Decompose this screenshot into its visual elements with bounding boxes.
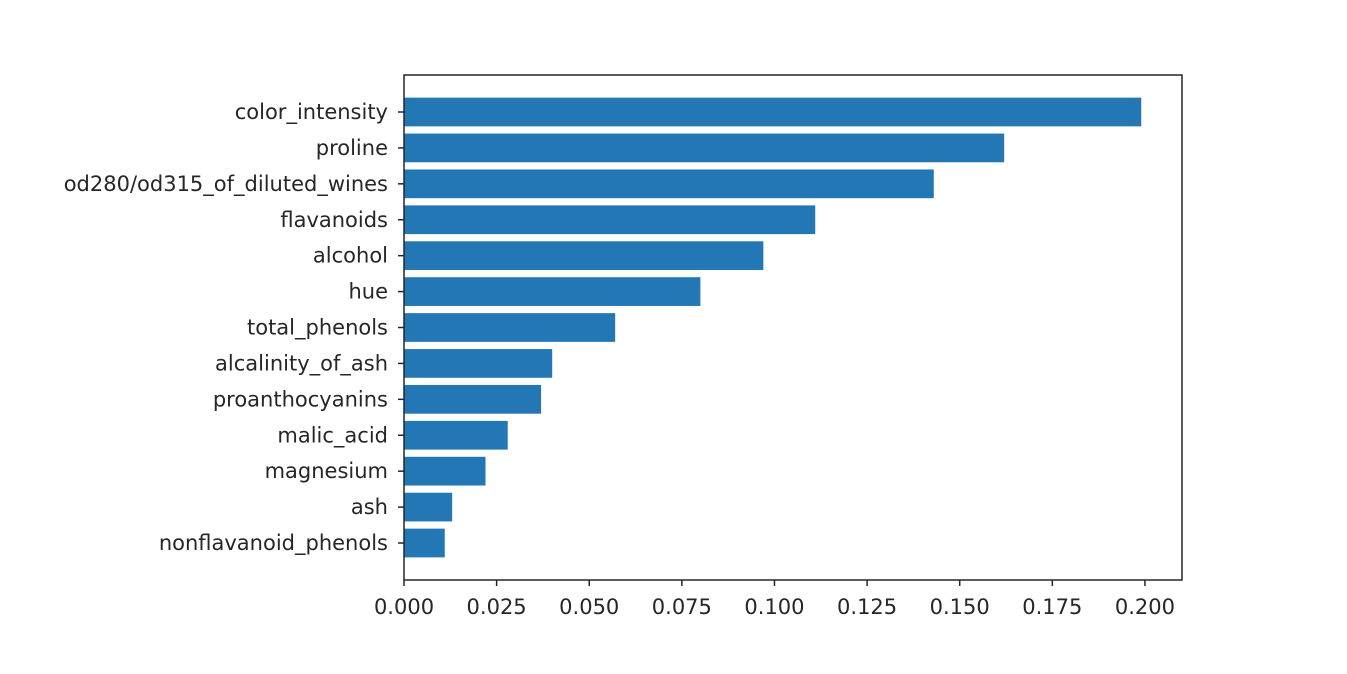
bar-hue: [404, 277, 701, 306]
x-tick-labels: 0.000 0.025 0.050 0.075 0.100 0.125 0.150 0.175…: [374, 595, 1175, 619]
y-tick-label: od280/od315_of_diluted_wines: [64, 172, 388, 197]
x-tick-label: 0.050: [559, 595, 619, 619]
y-tick-label: hue: [348, 280, 388, 304]
y-tick-label: malic_acid: [277, 423, 388, 448]
y-tick-label: flavanoids: [280, 208, 388, 232]
y-tick-label: magnesium: [265, 459, 388, 483]
y-tick-label: ash: [351, 495, 388, 519]
y-tick-label: proline: [316, 136, 388, 160]
bar-proline: [404, 133, 1005, 163]
bar-alcohol: [404, 241, 764, 271]
x-tick-label: 0.175: [1022, 595, 1082, 619]
y-tick-label: alcalinity_of_ash: [215, 351, 388, 376]
x-tick-label: 0.150: [930, 595, 990, 619]
bar-magnesium: [404, 456, 486, 486]
x-tick-label: 0.075: [652, 595, 712, 619]
y-tick-label: total_phenols: [247, 316, 388, 341]
bars-group: [404, 97, 1142, 558]
bar-flavanoids: [404, 205, 816, 235]
bar-nonflavanoid-phenols: [404, 528, 445, 558]
bar-total-phenols: [404, 313, 616, 342]
tick-marks: [398, 111, 1146, 586]
x-tick-label: 0.200: [1115, 595, 1175, 619]
x-tick-label: 0.025: [467, 595, 527, 619]
bar-malic-acid: [404, 420, 508, 450]
y-tick-label: nonflavanoid_phenols: [159, 531, 388, 556]
y-tick-label: color_intensity: [235, 100, 388, 125]
x-tick-label: 0.100: [744, 595, 804, 619]
bar-proanthocyanins: [404, 384, 542, 414]
x-tick-label: 0.125: [837, 595, 897, 619]
y-tick-label: alcohol: [313, 244, 388, 268]
y-tick-label: proanthocyanins: [213, 387, 388, 411]
bar-alcalinity-of-ash: [404, 349, 553, 378]
bar-od280-od315-of-diluted-wines: [404, 169, 934, 199]
bar-color-intensity: [404, 97, 1142, 127]
bar-ash: [404, 492, 453, 522]
plot-frame: [403, 74, 1183, 581]
x-tick-label: 0.000: [374, 595, 434, 619]
